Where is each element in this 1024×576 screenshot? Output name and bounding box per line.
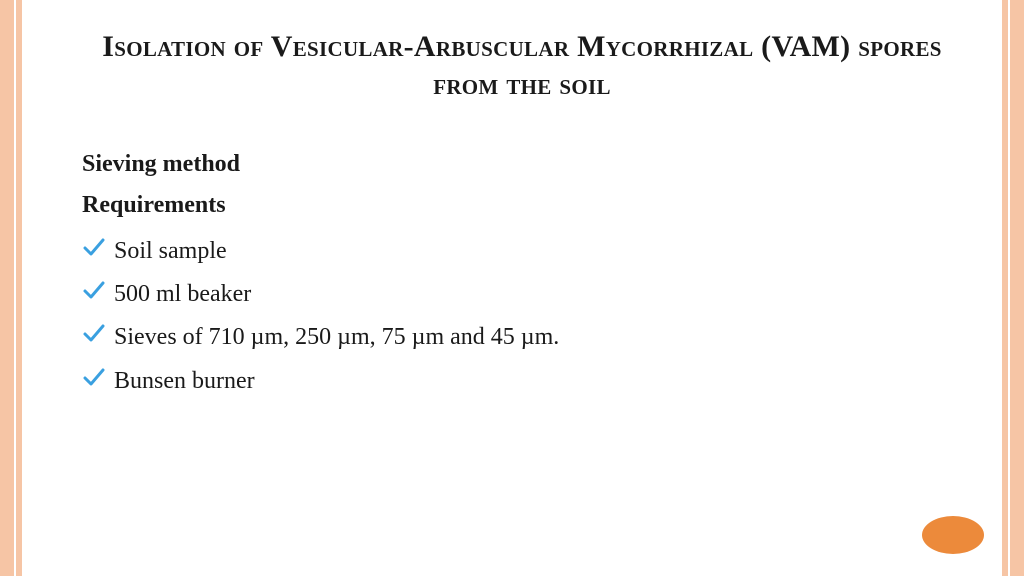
list-item: Bunsen burner xyxy=(82,363,962,400)
list-item: 500 ml beaker xyxy=(82,276,962,313)
list-item: Sieves of 710 µm, 250 µm, 75 µm and 45 µ… xyxy=(82,319,962,356)
list-item-label: 500 ml beaker xyxy=(114,281,251,307)
subheading-method: Sieving method xyxy=(82,151,962,178)
list-item-label: Soil sample xyxy=(114,238,227,264)
content-area: Isolation of Vesicular-Arbuscular Mycorr… xyxy=(22,0,1002,576)
decorative-oval xyxy=(922,516,984,554)
checkmark-icon xyxy=(82,278,106,302)
checkmark-icon xyxy=(82,365,106,389)
list-item: Soil sample xyxy=(82,233,962,270)
slide-title: Isolation of Vesicular-Arbuscular Mycorr… xyxy=(82,28,962,103)
list-item-label: Bunsen burner xyxy=(114,368,255,394)
slide: Isolation of Vesicular-Arbuscular Mycorr… xyxy=(0,0,1024,576)
checkmark-icon xyxy=(82,235,106,259)
requirements-list: Soil sample 500 ml beaker Sieves of 710 … xyxy=(82,233,962,400)
checkmark-icon xyxy=(82,321,106,345)
left-border-bar xyxy=(0,0,14,576)
list-item-label: Sieves of 710 µm, 250 µm, 75 µm and 45 µ… xyxy=(114,324,559,350)
right-border-bar xyxy=(1010,0,1024,576)
subheading-requirements: Requirements xyxy=(82,192,962,219)
